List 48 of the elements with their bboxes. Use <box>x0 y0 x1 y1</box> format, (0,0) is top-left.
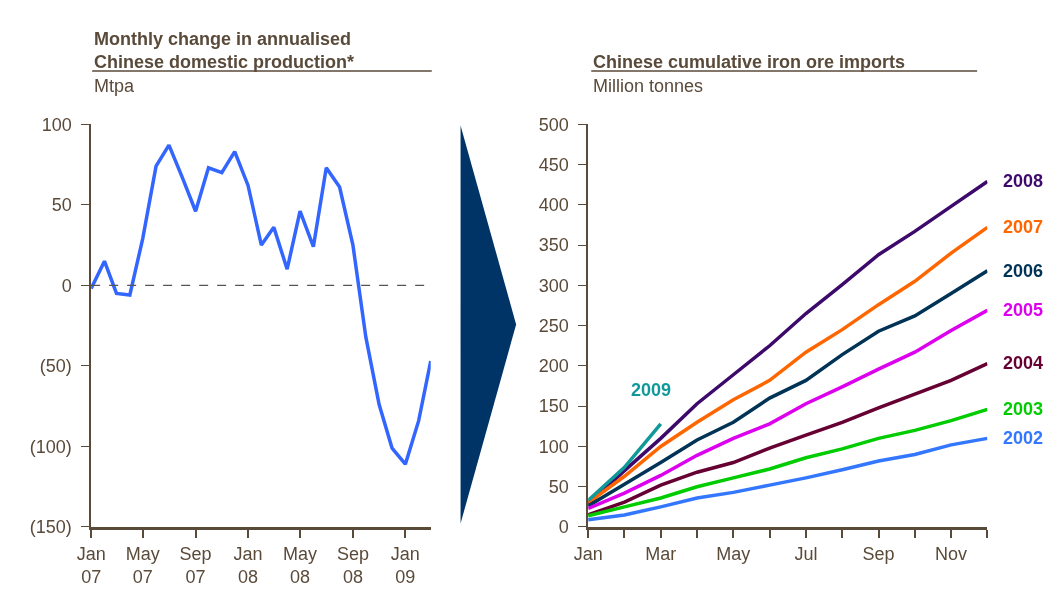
series-label: 2002 <box>1003 428 1044 448</box>
line-series <box>588 308 988 511</box>
y-tick-label: 50 <box>548 477 569 498</box>
y-tick-label: 350 <box>538 235 569 256</box>
x-tick-label: Nov <box>935 543 968 564</box>
y-tick-label: (150) <box>29 517 72 538</box>
y-tick-label: 0 <box>558 517 569 538</box>
y-tick-label: 300 <box>538 275 569 296</box>
x-tick-label: Sep <box>862 543 895 564</box>
y-tick-label: 250 <box>538 315 569 336</box>
x-tick-label: Mar <box>645 543 677 564</box>
chart-subtitle: Mtpa <box>94 76 136 96</box>
chart-title: Monthly change in annualised Chinese domestic production* <box>94 29 355 73</box>
x-tick-label: May 07 <box>125 543 160 587</box>
series-label: 2009 <box>631 380 672 400</box>
x-tick-label: Jan 09 <box>390 543 420 587</box>
line-series <box>588 407 988 518</box>
x-tick-label: Jul <box>794 543 818 564</box>
y-tick-label: 450 <box>538 154 569 175</box>
y-tick-label: 150 <box>538 396 569 417</box>
x-tick-label: Jan 07 <box>76 543 106 587</box>
x-tick-label: Sep 07 <box>179 543 212 587</box>
x-tick-label: Sep 08 <box>336 543 369 587</box>
line-series <box>588 361 988 517</box>
series-label: 2007 <box>1003 217 1044 237</box>
series-label: 2003 <box>1003 399 1044 419</box>
x-tick-label: May <box>716 543 751 564</box>
line-series <box>588 269 988 508</box>
series-label: 2005 <box>1003 300 1044 320</box>
y-tick-label: (50) <box>39 356 72 377</box>
chart-title: Chinese cumulative iron ore imports <box>593 52 906 72</box>
y-tick-label: 0 <box>61 275 72 296</box>
x-tick-label: Jan 08 <box>233 543 263 587</box>
y-tick-label: 200 <box>538 356 569 377</box>
y-tick-label: (100) <box>29 436 72 457</box>
line-series <box>91 143 431 466</box>
y-tick-label: 500 <box>538 114 569 135</box>
x-tick-label: Jan <box>573 543 603 564</box>
line-series <box>588 436 988 522</box>
y-tick-label: 400 <box>538 195 569 216</box>
y-tick-label: 100 <box>538 436 569 457</box>
series-label: 2004 <box>1003 353 1044 373</box>
chart-subtitle: Million tonnes <box>593 76 704 96</box>
y-tick-label: 50 <box>51 195 72 216</box>
series-label: 2006 <box>1003 261 1044 281</box>
y-tick-label: 100 <box>41 114 72 135</box>
series-label: 2008 <box>1003 171 1044 191</box>
x-tick-label: May 08 <box>283 543 318 587</box>
